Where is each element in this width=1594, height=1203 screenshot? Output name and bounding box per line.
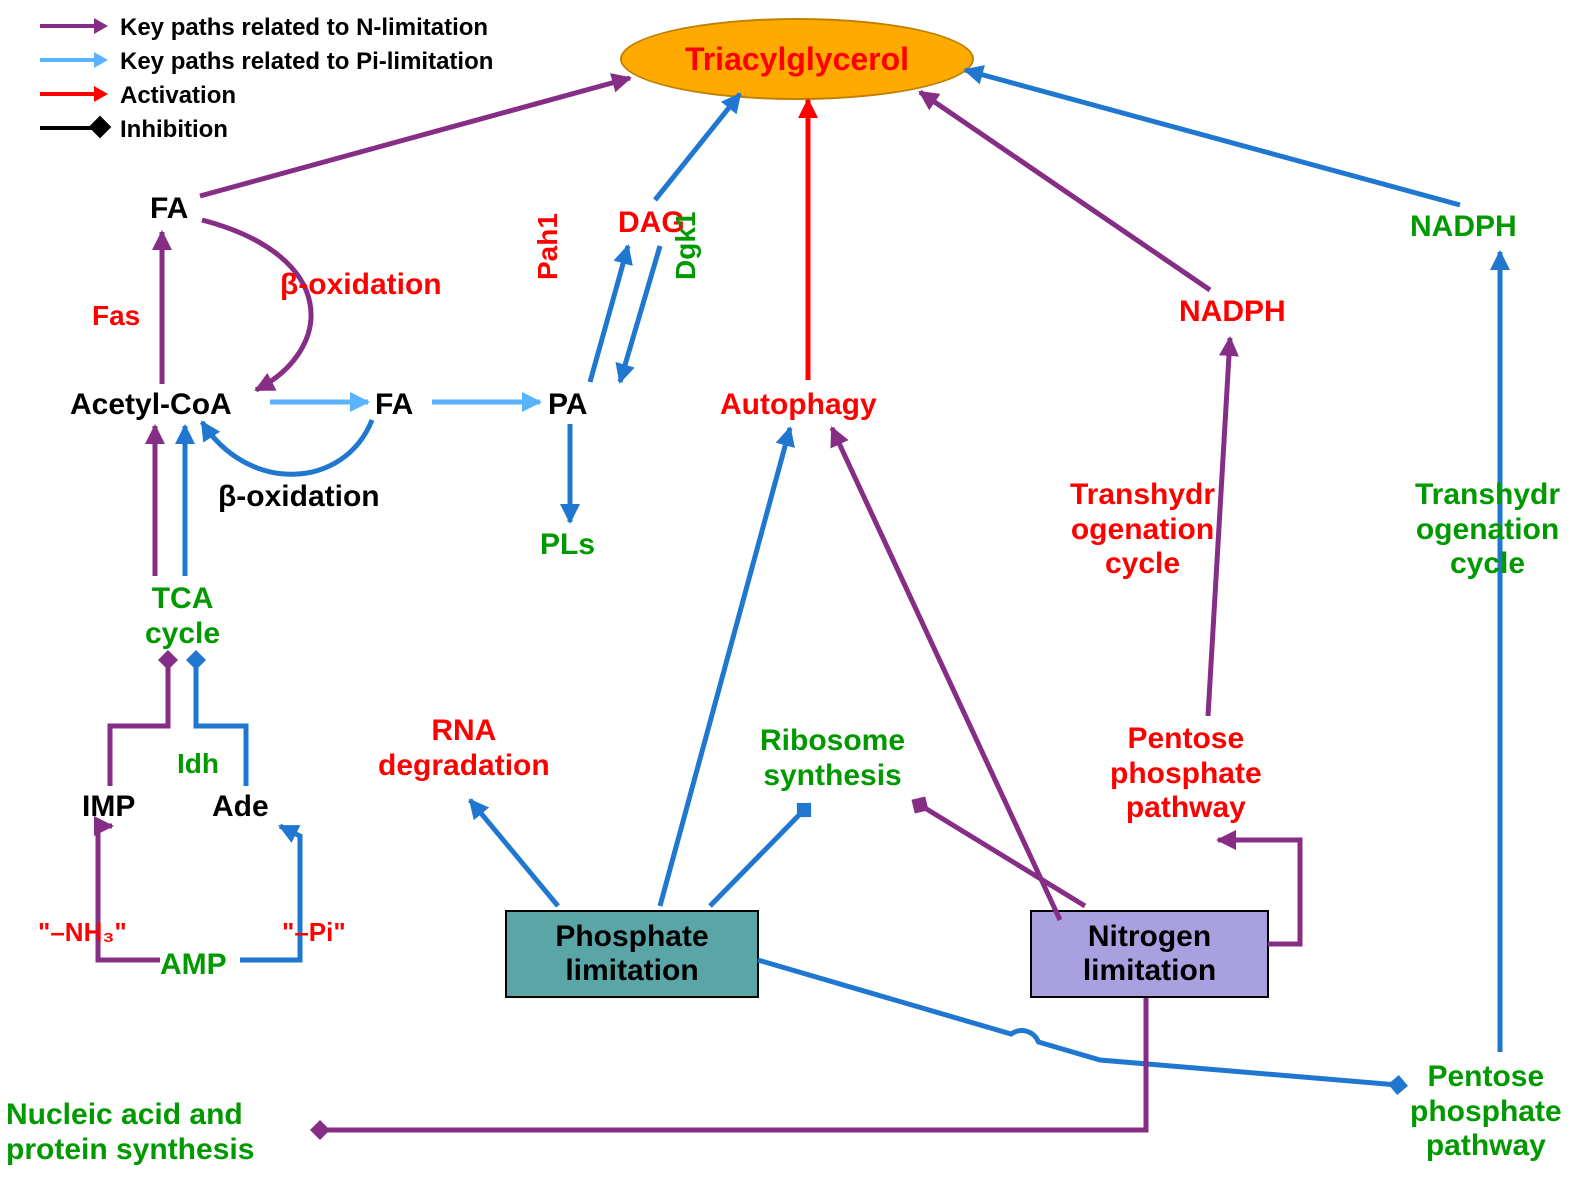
label-NucProt: Nucleic acid and protein synthesis [6,1098,254,1167]
label-RNAdeg: RNA degradation [378,714,550,783]
legend-line [40,58,94,62]
arrow-FA1_to_TAG [200,78,630,196]
label-PA: PA [548,388,587,423]
arrow-N_to_NucProt [320,998,1146,1130]
arrow-Pi_to_RNA [470,800,558,906]
label-mNH3: "–NH₃" [38,918,127,948]
arrow-NADPHr_to_TAG [920,92,1210,290]
phosphate-limitation-node: Phosphate limitation [505,910,759,998]
label-TransCyc_red: Transhydr ogenation cycle [1070,478,1215,582]
legend-line [40,126,94,130]
arrows-layer [0,0,1594,1203]
legend-arrowhead [94,18,108,34]
legend-label: Inhibition [120,116,228,144]
nitrogen-limitation-node: Nitrogen limitation [1030,910,1269,998]
legend-label: Key paths related to N-limitation [120,14,488,42]
arrow-NADPHg_to_TAG [965,70,1460,205]
label-bOx2: β-oxidation [218,480,380,515]
label-Fas: Fas [92,300,140,332]
label-PPP_grn: Pentose phosphate pathway [1410,1060,1562,1164]
label-TCAcycle: TCA cycle [145,582,220,651]
label-bOx1: β-oxidation [280,268,442,303]
label-FA1: FA [150,192,188,227]
legend-arrowhead [94,52,108,68]
label-Autophagy: Autophagy [720,388,877,423]
label-TransCyc_grn: Transhydr ogenation cycle [1415,478,1560,582]
arrow-DAG_to_PA [620,246,660,382]
label-AMP: AMP [160,948,227,983]
label-Idh: Idh [177,748,219,780]
label-Dgk1: Dgk1 [670,212,702,280]
arrow-bOx1_curve [202,220,311,390]
arrow-IMP_to_Idh_p [110,660,168,786]
arrow-N_to_Auto [832,428,1060,920]
arrow-Pi_to_Ribo [710,810,804,906]
arrow-DAG_to_TAG [655,94,740,200]
label-FA2: FA [375,388,413,423]
arrow-N_to_Ribo [920,805,1085,906]
legend-label: Key paths related to Pi-limitation [120,48,493,76]
label-PPP_red: Pentose phosphate pathway [1110,722,1262,826]
label-NADPH_grn: NADPH [1410,210,1517,245]
arrow-bOx2_curve [202,420,372,474]
legend-line [40,24,94,28]
arrow-Pi_to_Auto [660,428,790,906]
label-AcetylCoA: Acetyl-CoA [70,388,232,423]
triacylglycerol-node: Triacylglycerol [620,18,974,100]
label-mPi: "–Pi" [282,918,346,948]
legend-arrowhead [94,86,108,102]
arrow-PA_to_DAG [590,246,628,382]
label-Pah1: Pah1 [532,213,564,280]
legend-diamond [89,116,112,139]
label-Ade: Ade [212,790,269,825]
diagram-canvas: Key paths related to N-limitation Key pat… [0,0,1594,1203]
label-RiboSyn: Ribosome synthesis [760,724,905,793]
label-IMP: IMP [82,790,135,825]
legend-line [40,92,94,96]
label-PLs: PLs [540,528,595,563]
legend-label: Activation [120,82,236,110]
label-NADPH_red: NADPH [1179,295,1286,330]
